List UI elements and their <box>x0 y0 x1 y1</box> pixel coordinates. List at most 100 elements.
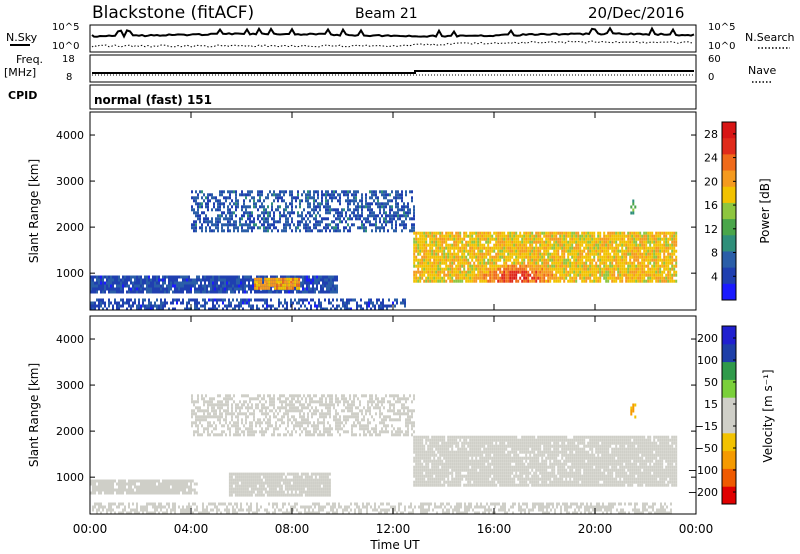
power-colorbar: 4 8 12 16 20 24 28 <box>704 121 737 301</box>
colorbar-segment <box>722 361 736 380</box>
y-tick-label: 4000 <box>56 129 84 142</box>
y-tick-label: 3000 <box>56 379 84 392</box>
x-axis: 00:00 04:00 08:00 12:00 16:00 20:00 00:00 <box>73 112 714 536</box>
colorbar-segment <box>722 283 736 301</box>
colorbar-segment <box>722 122 736 139</box>
velocity-data <box>90 394 678 515</box>
colorbar-segment <box>722 343 736 363</box>
colorbar-tick-label: −100 <box>688 464 718 477</box>
colorbar-tick-label: 8 <box>711 247 718 260</box>
nsearch-trace <box>91 40 695 48</box>
nave-label: Nave <box>748 64 776 77</box>
x-tick-label: 20:00 <box>578 522 613 536</box>
freq-trace <box>92 70 694 74</box>
colorbar-segment <box>722 219 736 236</box>
colorbar-tick-label: −15 <box>695 420 718 433</box>
station-title: Blackstone (fitACF) <box>92 3 254 23</box>
y-tick-label: 3000 <box>56 175 84 188</box>
colorbar-segment <box>722 379 736 398</box>
frequency-panel: Freq. [MHz] 18 8 60 0 Nave <box>4 53 776 83</box>
mode-label: normal (fast) 151 <box>94 93 212 107</box>
colorbar-segment <box>722 235 736 252</box>
colorbar-segment <box>722 267 736 285</box>
echo-region-2 <box>191 190 415 233</box>
nsky-lo-tick: 10^0 <box>52 41 79 52</box>
nsearch-lo-tick: 10^0 <box>708 41 735 52</box>
beam-title: Beam 21 <box>355 6 418 22</box>
colorbar-tick-label: 200 <box>697 332 718 345</box>
noise-panel: N.Sky 10^5 10^0 10^5 10^0 N.Search <box>6 22 795 53</box>
power-panel: 1000 2000 3000 4000 Slant Range [km] 4 8 12 16… <box>27 111 772 311</box>
x-tick-label: 12:00 <box>376 522 411 536</box>
x-tick-label: 00:00 <box>73 522 108 536</box>
colorbar-tick-label: 4 <box>711 270 718 283</box>
colorbar-segment <box>722 138 736 155</box>
cpid-panel: CPID normal (fast) 151 <box>8 84 697 110</box>
colorbar-segment <box>722 415 736 434</box>
colorbar-segment <box>722 486 736 505</box>
echo-region-0 <box>90 275 338 294</box>
x-tick-label: 00:00 <box>679 522 714 536</box>
echo-region-5 <box>90 298 406 311</box>
colorbar-segment <box>722 251 736 269</box>
colorbar-segment <box>722 397 736 416</box>
colorbar-tick-label: 12 <box>704 223 718 236</box>
velocity-ylabel: Slant Range [km] <box>27 363 41 467</box>
nave-lo-tick: 0 <box>708 72 714 83</box>
echo-region-6 <box>92 502 672 515</box>
x-tick-label: 16:00 <box>477 522 512 536</box>
freq-label: Freq. <box>16 53 43 66</box>
colorbar-tick-label: 50 <box>704 376 718 389</box>
echo-region-3 <box>413 231 678 283</box>
x-axis-label: Time UT <box>369 538 420 552</box>
nsky-trace <box>91 26 695 39</box>
velocity-colorbar: 200 100 50 15 −15 −50 −100 −200 <box>688 325 737 505</box>
y-tick-label: 1000 <box>56 471 84 484</box>
x-tick-label: 04:00 <box>174 522 209 536</box>
echo-region-4 <box>413 435 678 487</box>
y-tick-label: 1000 <box>56 267 84 280</box>
date-title: 20/Dec/2016 <box>588 4 684 22</box>
nsearch-label: N.Search <box>745 31 795 44</box>
colorbar-segment <box>722 450 736 469</box>
colorbar-segment <box>722 468 736 487</box>
freq-lo-tick: 8 <box>66 72 72 83</box>
y-tick-label: 2000 <box>56 425 84 438</box>
colorbar-segment <box>722 170 736 188</box>
echo-region-4 <box>630 199 637 215</box>
colorbar-segment <box>722 202 736 220</box>
echo-region-1 <box>254 277 301 290</box>
echo-region-5 <box>630 403 637 419</box>
power-ylabel: Slant Range [km] <box>27 159 41 263</box>
velocity-y-ticks: 1000 2000 3000 4000 <box>56 333 696 484</box>
colorbar-tick-label: 28 <box>704 128 718 141</box>
power-y-ticks: 1000 2000 3000 4000 <box>56 129 696 280</box>
power-colorbar-label: Power [dB] <box>758 178 772 243</box>
colorbar-segment <box>722 326 736 345</box>
colorbar-tick-label: 15 <box>704 398 718 411</box>
nave-hi-tick: 60 <box>708 54 721 65</box>
colorbar-tick-label: −200 <box>688 486 718 499</box>
colorbar-segment <box>722 432 736 452</box>
y-tick-label: 2000 <box>56 221 84 234</box>
power-data <box>90 190 678 311</box>
colorbar-tick-label: 24 <box>704 152 718 165</box>
y-tick-label: 4000 <box>56 333 84 346</box>
colorbar-tick-label: 16 <box>704 199 718 212</box>
colorbar-tick-label: −50 <box>695 442 718 455</box>
nsky-hi-tick: 10^5 <box>52 22 79 33</box>
freq-hi-tick: 18 <box>62 54 75 65</box>
freq-unit-label: [MHz] <box>4 66 36 79</box>
velocity-colorbar-label: Velocity [m s⁻¹] <box>761 369 775 462</box>
cpid-label: CPID <box>8 89 37 102</box>
x-tick-label: 08:00 <box>275 522 310 536</box>
nsearch-hi-tick: 10^5 <box>708 22 735 33</box>
echo-region-3 <box>191 394 415 437</box>
colorbar-tick-label: 100 <box>697 354 718 367</box>
colorbar-segment <box>722 154 736 172</box>
echo-region-1 <box>165 479 198 495</box>
colorbar-segment <box>722 186 736 204</box>
echo-region-2 <box>228 472 331 497</box>
